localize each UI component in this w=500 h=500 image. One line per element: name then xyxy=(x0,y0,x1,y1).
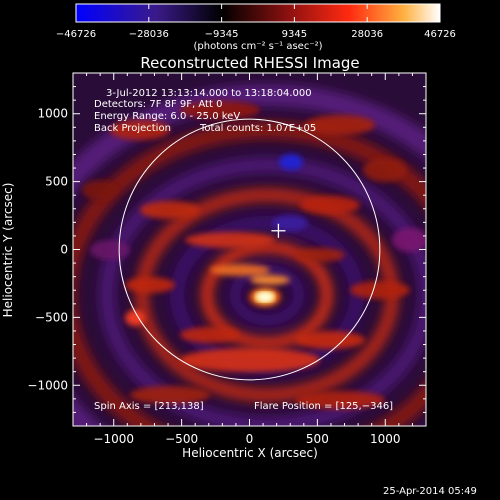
y-tick-label: 0 xyxy=(60,243,68,257)
annotation-detectors: Detectors: 7F 8F 9F, Att 0 xyxy=(94,99,222,110)
colorbar-tick-label: 9345 xyxy=(282,29,307,40)
x-axis: −1000 −500 0 500 1000 xyxy=(86,73,413,446)
colorbar-tick-label: 46726 xyxy=(424,29,456,40)
colorbar-ticks: −46726 −28036 −9345 9345 28036 46726 xyxy=(56,4,456,40)
colorbar-tick-label: −28036 xyxy=(129,29,169,40)
y-axis-label: Heliocentric Y (arcsec) xyxy=(1,183,15,318)
footer-timestamp: 25-Apr-2014 05:49 xyxy=(383,486,477,497)
x-axis-label: Heliocentric X (arcsec) xyxy=(182,446,318,460)
colorbar-tick-label: 28036 xyxy=(351,29,383,40)
annotation-method: Back Projection xyxy=(94,123,171,134)
solar-limb xyxy=(118,118,381,381)
colorbar: −46726 −28036 −9345 9345 28036 46726 (photons… xyxy=(56,3,456,52)
colorbar-units-label: (photons cm⁻² s⁻¹ asec⁻²) xyxy=(193,41,322,52)
annotation-energy-range: Energy Range: 6.0 - 25.0 keV xyxy=(94,111,240,122)
colorbar-tick-label: −46726 xyxy=(56,29,96,40)
x-tick-label: −500 xyxy=(165,432,198,446)
heatmap-image xyxy=(73,73,426,426)
colorbar-gradient xyxy=(75,3,441,23)
annotation-spin-axis: Spin Axis = [213,138] xyxy=(94,401,204,412)
x-tick-label: 500 xyxy=(306,432,329,446)
x-tick-label: −1000 xyxy=(93,432,134,446)
chart-title: Reconstructed RHESSI Image xyxy=(140,54,359,72)
y-tick-label: −1000 xyxy=(27,378,68,392)
spin-axis-marker xyxy=(271,223,286,238)
x-tick-label: 0 xyxy=(246,432,254,446)
y-tick-label: 500 xyxy=(45,175,68,189)
solar-limb-circle xyxy=(118,118,381,381)
info-annotations: 3-Jul-2012 13:13:14.000 to 13:18:04.000 … xyxy=(94,88,393,412)
colorbar-tick-label: −9345 xyxy=(205,29,239,40)
y-axis: −1000 −500 0 500 1000 xyxy=(27,86,426,413)
annotation-time-range: 3-Jul-2012 13:13:14.000 to 13:18:04.000 xyxy=(106,88,312,99)
annotation-flare-position: Flare Position = [125,−346] xyxy=(254,401,393,412)
y-tick-label: −500 xyxy=(35,310,68,324)
annotation-total-counts: Total counts: 1.07E+05 xyxy=(199,123,316,134)
y-tick-label: 1000 xyxy=(37,107,68,121)
x-tick-label: 1000 xyxy=(370,432,401,446)
